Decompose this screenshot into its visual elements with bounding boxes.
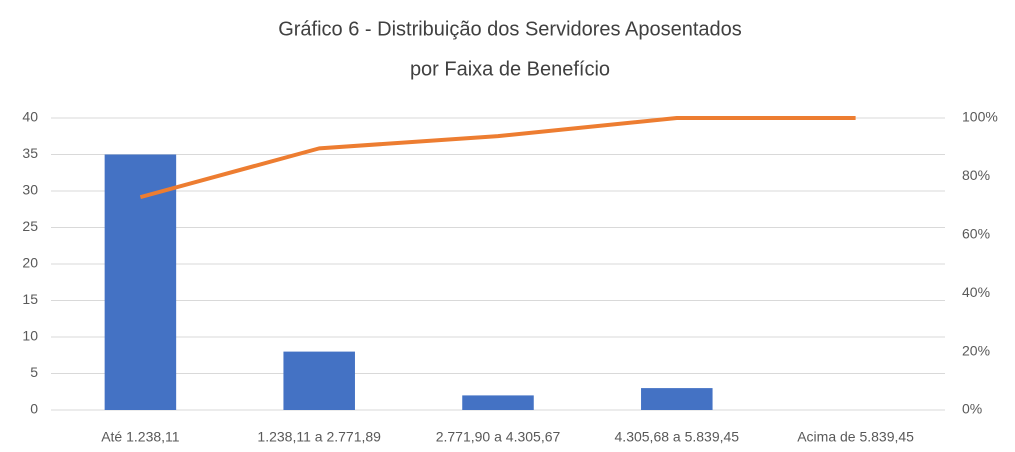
y2-tick-label: 100% bbox=[962, 109, 998, 125]
y2-tick-label: 80% bbox=[962, 167, 990, 183]
bar bbox=[462, 395, 534, 410]
x-tick-label: Até 1.238,11 bbox=[101, 429, 180, 445]
x-tick-label: 2.771,90 a 4.305,67 bbox=[436, 429, 561, 445]
y-tick-label: 5 bbox=[30, 364, 38, 380]
y-tick-label: 0 bbox=[30, 401, 38, 417]
x-tick-label: 1.238,11 a 2.771,89 bbox=[257, 429, 381, 445]
y-tick-label: 10 bbox=[22, 328, 38, 344]
chart-title: por Faixa de Benefício bbox=[410, 58, 610, 80]
x-tick-label: 4.305,68 a 5.839,45 bbox=[615, 429, 740, 445]
bar bbox=[104, 154, 177, 410]
y2-tick-label: 20% bbox=[962, 342, 990, 358]
y-tick-label: 15 bbox=[22, 291, 38, 307]
y-tick-label: 35 bbox=[22, 145, 38, 161]
y-tick-label: 25 bbox=[22, 218, 38, 234]
bar bbox=[283, 351, 355, 410]
y-tick-label: 30 bbox=[22, 182, 38, 198]
chart-title: Gráfico 6 - Distribuição dos Servidores … bbox=[278, 18, 742, 40]
cumulative-line bbox=[139, 116, 856, 200]
y2-tick-label: 60% bbox=[962, 226, 990, 242]
y2-tick-label: 40% bbox=[962, 284, 990, 300]
bar bbox=[641, 388, 713, 410]
x-tick-label: Acima de 5.839,45 bbox=[797, 429, 914, 445]
y2-tick-label: 0% bbox=[962, 401, 982, 417]
y-tick-label: 40 bbox=[22, 109, 38, 125]
y-tick-label: 20 bbox=[22, 255, 38, 271]
